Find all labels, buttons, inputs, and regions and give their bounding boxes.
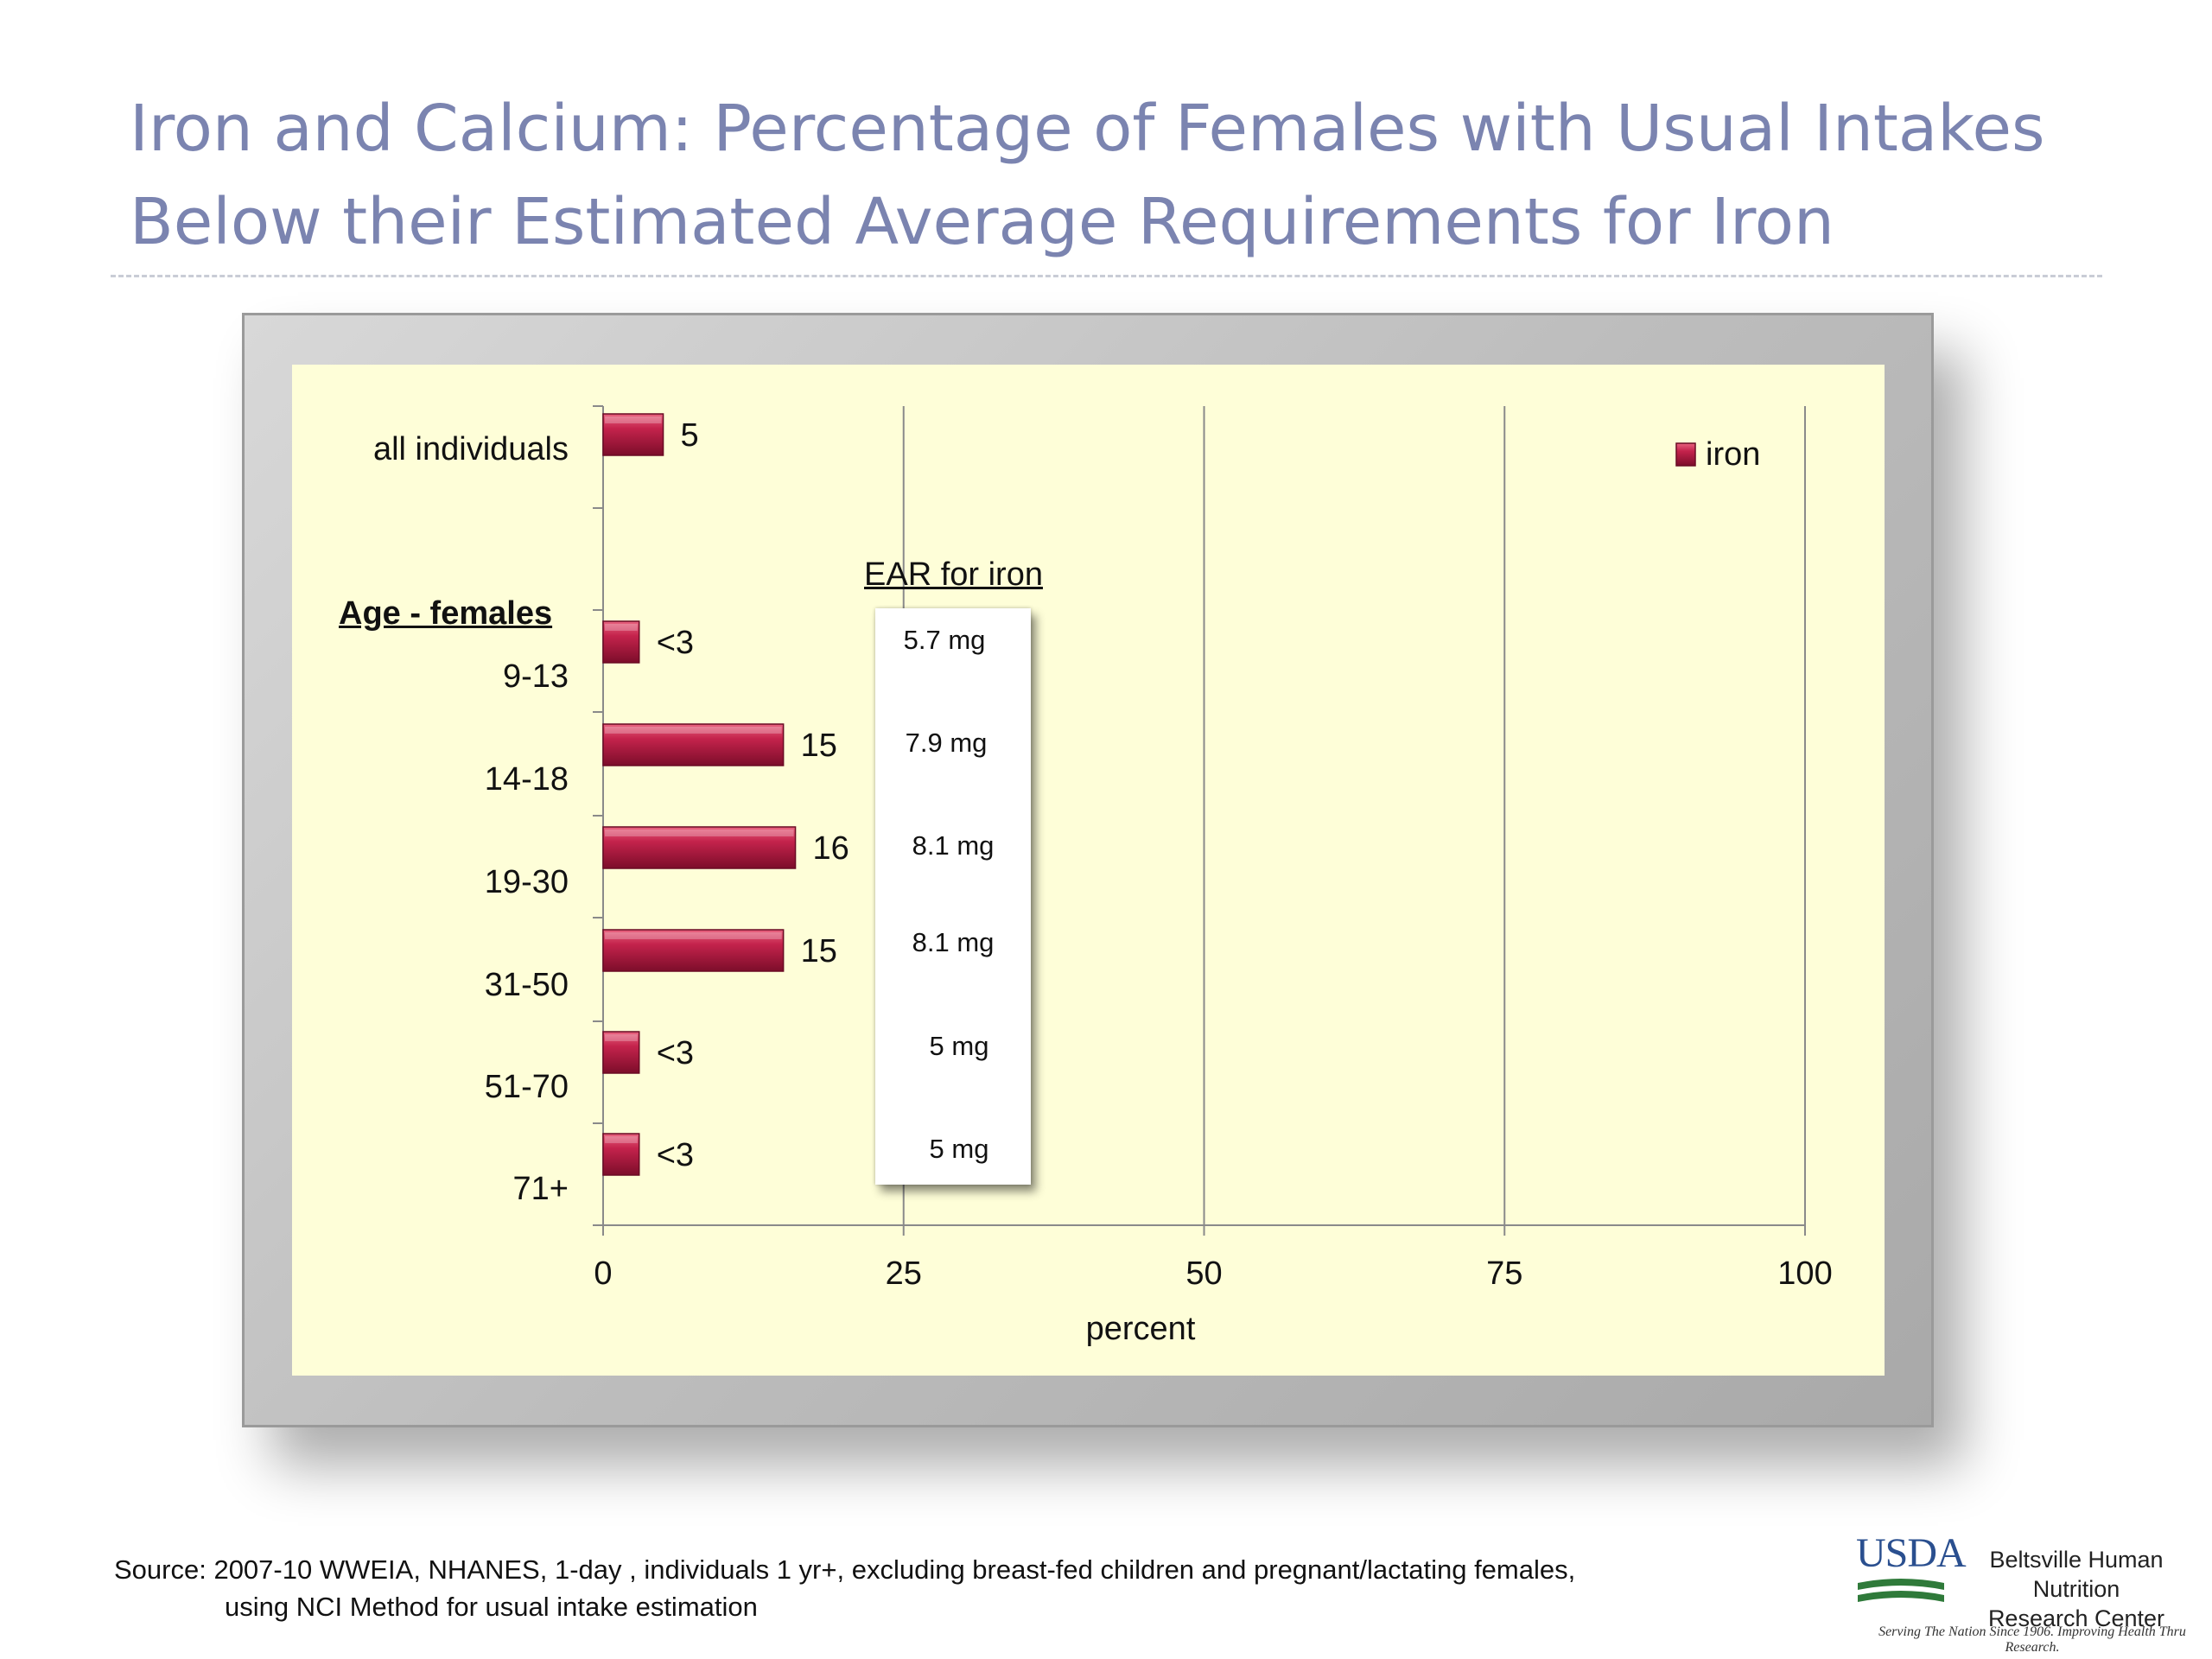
bars [602, 413, 797, 1176]
logo-tagline: Serving The Nation Since 1906. Improving… [1878, 1624, 2186, 1655]
category-label: 14-18 [485, 761, 569, 798]
gridlines [902, 406, 1806, 1225]
bar-value-label: 15 [801, 933, 837, 969]
bar [602, 620, 640, 664]
category-label: 51-70 [485, 1069, 569, 1105]
category-label: 71+ [513, 1171, 569, 1207]
age-group-header: Age - females [339, 595, 553, 632]
ear-value: 5.7 mg [903, 625, 986, 655]
bar [602, 929, 785, 972]
ear-box [875, 608, 1031, 1185]
title-line-1: Iron and Calcium: Percentage of Females … [130, 92, 2045, 166]
x-tick-label: 0 [594, 1255, 612, 1292]
x-tick-label: 25 [886, 1255, 922, 1292]
bar [602, 826, 797, 869]
bar-value-label: <3 [657, 1137, 694, 1173]
logo-waves-icon [1858, 1579, 1944, 1602]
labels: 0 25 50 75 100 percent all individuals 9-13 14-1… [373, 417, 1833, 1347]
bar-highlight [605, 416, 662, 423]
category-label: 31-50 [485, 967, 569, 1003]
bar [602, 1031, 640, 1074]
title-line-2: Below their Estimated Average Requiremen… [130, 185, 1834, 259]
legend: iron [1675, 436, 1760, 473]
category-label: 9-13 [503, 658, 569, 695]
x-axis-title: percent [1086, 1311, 1196, 1347]
source-line-1: Source: 2007-10 WWEIA, NHANES, 1-day , i… [114, 1554, 1576, 1585]
bar [602, 723, 785, 766]
bar-value-label: <3 [657, 1035, 694, 1071]
bar-highlight [605, 1034, 638, 1041]
ear-value: 8.1 mg [912, 927, 995, 957]
logo-agency: USDA [1856, 1530, 1967, 1576]
ear-title: EAR for iron [864, 556, 1043, 593]
bar [602, 1133, 640, 1176]
source-line-2: using NCI Method for usual intake estima… [225, 1592, 758, 1622]
logo-name-line-1: Beltsville Human Nutrition [1989, 1547, 2164, 1602]
legend-label: iron [1706, 436, 1760, 473]
title-divider [111, 275, 2102, 277]
bar-highlight [605, 624, 638, 631]
legend-swatch [1675, 442, 1696, 467]
ear-value: 5 mg [929, 1134, 989, 1164]
bar [602, 413, 664, 456]
bar-value-label: <3 [657, 625, 694, 661]
ear-value: 7.9 mg [905, 728, 988, 758]
usda-logo: USDA Beltsville Human Nutrition Research… [1856, 1529, 2209, 1655]
logo-name-line-2: Research Center [1987, 1605, 2165, 1631]
chart-plot-area [292, 365, 1885, 1376]
x-tick-label: 100 [1777, 1255, 1832, 1292]
bar-highlight [605, 727, 782, 734]
bar-highlight [605, 932, 782, 939]
axes [593, 405, 1806, 1236]
bar-value-label: 15 [801, 728, 837, 764]
bar-value-label: 5 [681, 417, 699, 454]
slide-title: Iron and Calcium: Percentage of Females … [130, 82, 2117, 269]
category-label: all individuals [373, 431, 569, 467]
bar-highlight [605, 830, 794, 836]
bar-value-label: 16 [813, 830, 849, 867]
ear-value: 5 mg [929, 1031, 989, 1061]
source-note: Source: 2007-10 WWEIA, NHANES, 1-day , i… [114, 1551, 1575, 1625]
ear-value: 8.1 mg [912, 830, 995, 861]
x-tick-label: 75 [1486, 1255, 1522, 1292]
logo-center-name: Beltsville Human Nutrition Research Cent… [1951, 1545, 2202, 1633]
bar-highlight [605, 1136, 638, 1143]
x-tick-label: 50 [1185, 1255, 1222, 1292]
category-label: 19-30 [485, 864, 569, 900]
